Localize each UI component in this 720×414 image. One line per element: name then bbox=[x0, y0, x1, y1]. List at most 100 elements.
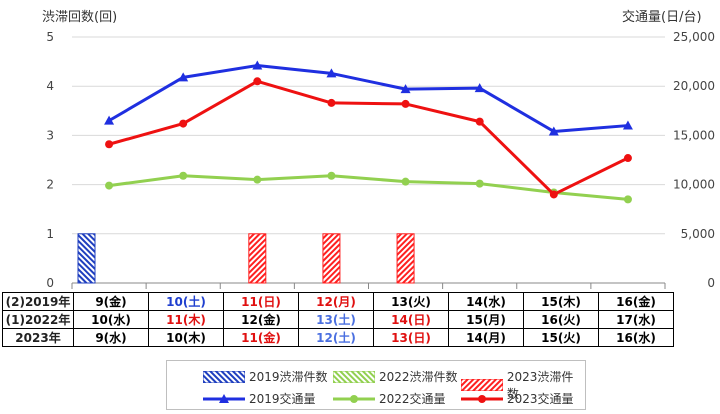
point-2019交通量 bbox=[548, 126, 559, 136]
date-cell: 11(木) bbox=[148, 310, 224, 329]
legend-item-2022-line: 2022交通量 bbox=[333, 390, 446, 407]
left-tick-label: 2 bbox=[46, 178, 54, 192]
legend: 2019渋滞件数 2022渋滞件数 2023渋滞件数 2019交通量 2022交… bbox=[166, 360, 586, 410]
right-tick-label: 0 bbox=[707, 276, 715, 290]
date-cell: 16(水) bbox=[598, 328, 674, 347]
legend-swatch-2023-bar bbox=[461, 379, 503, 391]
left-axis-ticks: 0 1 2 3 4 5 bbox=[46, 30, 54, 290]
date-cell: 11(日) bbox=[223, 292, 299, 311]
legend-swatch-2022-line bbox=[333, 394, 375, 403]
right-axis-title: 交通量(日/台) bbox=[622, 10, 702, 25]
date-cell: 16(金) bbox=[598, 292, 674, 311]
date-cell: 13(日) bbox=[373, 328, 449, 347]
date-cell: 15(木) bbox=[523, 292, 599, 311]
bar-2019渋滞件数 bbox=[77, 233, 96, 284]
point-2019交通量 bbox=[104, 115, 115, 125]
legend-label: 2019交通量 bbox=[249, 392, 316, 406]
right-tick-label: 25,000 bbox=[673, 30, 715, 44]
point-2023交通量 bbox=[327, 98, 336, 107]
point-2023交通量 bbox=[401, 99, 410, 108]
right-tick-label: 10,000 bbox=[673, 178, 715, 192]
left-tick-label: 0 bbox=[46, 276, 54, 290]
date-row-label: 2023年 bbox=[2, 328, 74, 347]
point-2022交通量 bbox=[327, 171, 336, 180]
point-2023交通量 bbox=[253, 77, 262, 86]
point-2019交通量 bbox=[252, 60, 263, 70]
legend-item-2023-bar: 2023渋滞件数 bbox=[461, 368, 585, 402]
bar-2023渋滞件数 bbox=[322, 233, 341, 284]
date-row-label: (2)2019年 bbox=[2, 292, 74, 311]
point-2019交通量 bbox=[178, 72, 189, 82]
date-cell: 12(月) bbox=[298, 292, 374, 311]
legend-swatch-2019-bar bbox=[203, 370, 245, 383]
right-tick-label: 15,000 bbox=[673, 128, 715, 142]
date-cell: 13(土) bbox=[298, 310, 374, 329]
date-cell: 17(水) bbox=[598, 310, 674, 329]
date-cell: 11(金) bbox=[223, 328, 299, 347]
point-2022交通量 bbox=[623, 195, 632, 204]
legend-label: 2019渋滞件数 bbox=[249, 370, 328, 384]
legend-label: 2022交通量 bbox=[379, 392, 446, 406]
right-tick-label: 5,000 bbox=[681, 227, 715, 241]
point-2019交通量 bbox=[622, 120, 633, 130]
date-cell: 15(月) bbox=[448, 310, 524, 329]
date-cell: 14(日) bbox=[373, 310, 449, 329]
date-cell: 14(水) bbox=[448, 292, 524, 311]
point-2022交通量 bbox=[179, 171, 188, 180]
point-2023交通量 bbox=[623, 154, 632, 163]
date-cell: 14(月) bbox=[448, 328, 524, 347]
bar-2023渋滞件数 bbox=[396, 233, 415, 284]
point-2019交通量 bbox=[326, 68, 337, 78]
legend-swatch-2019-line bbox=[203, 393, 245, 403]
point-2023交通量 bbox=[475, 117, 484, 126]
right-tick-label: 20,000 bbox=[673, 79, 715, 93]
date-row-label: (1)2022年 bbox=[2, 310, 74, 329]
date-row: 2023年 9(水) 10(木) 11(金) 12(土) 13(日) 14(月) 15(火) 1… bbox=[2, 328, 674, 347]
bar-2023渋滞件数 bbox=[248, 233, 267, 284]
legend-item-2019-bar: 2019渋滞件数 bbox=[203, 368, 328, 385]
legend-swatch-2022-bar bbox=[333, 370, 375, 383]
date-cell: 9(水) bbox=[73, 328, 149, 347]
left-tick-label: 3 bbox=[46, 128, 54, 142]
point-2023交通量 bbox=[105, 140, 114, 149]
point-2022交通量 bbox=[475, 179, 484, 188]
point-2022交通量 bbox=[253, 175, 262, 184]
gridlines bbox=[71, 36, 666, 289]
date-cell: 10(木) bbox=[148, 328, 224, 347]
point-2022交通量 bbox=[401, 177, 410, 186]
left-tick-label: 5 bbox=[46, 30, 54, 44]
legend-label: 2022渋滞件数 bbox=[379, 370, 458, 384]
date-cell: 9(金) bbox=[73, 292, 149, 311]
date-row: (2)2019年 9(金) 10(土) 11(日) 12(月) 13(火) 14(水) 15(… bbox=[2, 292, 674, 311]
legend-item-2022-bar: 2022渋滞件数 bbox=[333, 368, 458, 385]
date-table: (2)2019年 9(金) 10(土) 11(日) 12(月) 13(火) 14(水) 15(… bbox=[2, 292, 674, 347]
line-2019交通量 bbox=[108, 64, 629, 133]
date-cell: 15(火) bbox=[523, 328, 599, 347]
point-2023交通量 bbox=[549, 190, 558, 199]
point-2022交通量 bbox=[105, 181, 114, 190]
date-cell: 12(土) bbox=[298, 328, 374, 347]
legend-item-2019-line: 2019交通量 bbox=[203, 390, 316, 407]
date-cell: 10(水) bbox=[73, 310, 149, 329]
date-cell: 10(土) bbox=[148, 292, 224, 311]
line-2023交通量 bbox=[108, 79, 629, 196]
left-tick-label: 4 bbox=[46, 79, 54, 93]
legend-label: 2023渋滞件数 bbox=[506, 370, 574, 401]
left-axis-title: 渋滞回数(回) bbox=[42, 10, 118, 25]
line-2022交通量 bbox=[108, 174, 629, 201]
date-cell: 16(火) bbox=[523, 310, 599, 329]
legend-label: 2023交通量 bbox=[507, 392, 574, 406]
line-series bbox=[104, 60, 633, 204]
legend-item-2023-line: 2023交通量 bbox=[461, 390, 574, 407]
point-2019交通量 bbox=[400, 84, 411, 94]
left-tick-label: 1 bbox=[46, 227, 54, 241]
date-cell: 13(火) bbox=[373, 292, 449, 311]
point-2023交通量 bbox=[179, 119, 188, 128]
legend-swatch-2023-line bbox=[461, 394, 503, 403]
bar-series bbox=[77, 233, 415, 284]
right-axis-ticks: 0 5,000 10,000 15,000 20,000 25,000 bbox=[673, 30, 715, 290]
point-2019交通量 bbox=[474, 83, 485, 93]
date-row: (1)2022年 10(水) 11(木) 12(金) 13(土) 14(日) 15(月) 16… bbox=[2, 310, 674, 329]
date-cell: 12(金) bbox=[223, 310, 299, 329]
